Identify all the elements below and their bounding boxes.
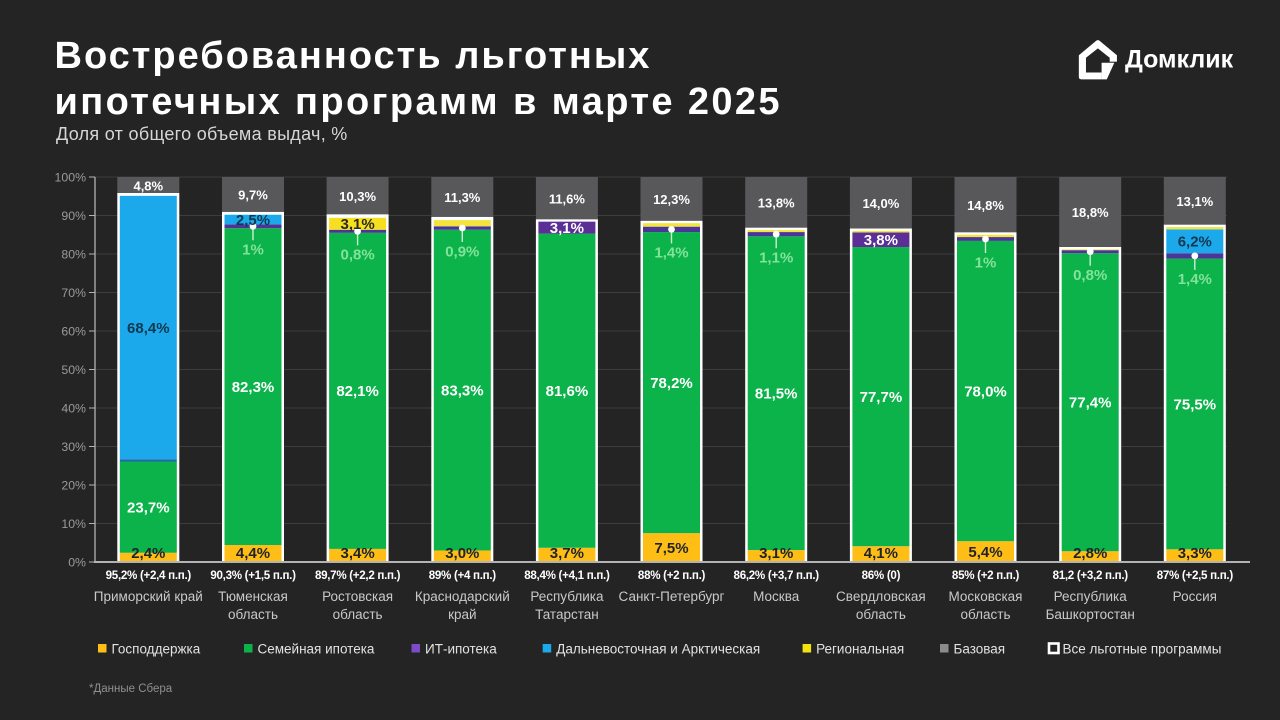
svg-text:75,5%: 75,5% [1174,396,1217,413]
svg-text:88% (+2 п.п.): 88% (+2 п.п.) [638,569,706,582]
svg-text:Республика: Республика [1054,589,1128,604]
svg-text:4,1%: 4,1% [864,545,898,562]
svg-text:4,4%: 4,4% [236,545,270,562]
svg-text:18,8%: 18,8% [1072,205,1109,220]
svg-text:Татарстан: Татарстан [535,607,599,622]
svg-text:край: край [448,607,476,622]
svg-text:81,6%: 81,6% [546,383,589,400]
svg-text:86% (0): 86% (0) [862,569,901,582]
svg-text:23,7%: 23,7% [127,499,170,516]
svg-text:13,8%: 13,8% [758,196,795,211]
svg-text:81,5%: 81,5% [755,386,798,403]
svg-text:1,1%: 1,1% [759,250,793,267]
svg-text:11,6%: 11,6% [549,191,586,206]
svg-text:89,7% (+2,2 п.п.): 89,7% (+2,2 п.п.) [315,569,401,582]
svg-text:2,4%: 2,4% [131,545,165,562]
svg-text:Базовая: Базовая [954,642,1006,657]
svg-text:89% (+4 п.п.): 89% (+4 п.п.) [429,569,497,582]
svg-text:87% (+2,5 п.п.): 87% (+2,5 п.п.) [1157,569,1234,582]
svg-text:3,7%: 3,7% [550,545,584,562]
svg-text:область: область [856,607,906,622]
svg-text:Ростовская: Ростовская [322,589,393,604]
svg-text:9,7%: 9,7% [238,188,268,203]
svg-text:78,2%: 78,2% [650,375,693,392]
svg-text:77,4%: 77,4% [1069,395,1112,412]
svg-text:Семейная ипотека: Семейная ипотека [258,642,375,657]
svg-text:Россия: Россия [1173,589,1217,604]
svg-text:12,3%: 12,3% [653,192,690,207]
svg-text:3,1%: 3,1% [759,545,793,562]
svg-text:3,1%: 3,1% [550,220,584,237]
svg-text:0%: 0% [68,556,86,570]
svg-text:2,8%: 2,8% [1073,545,1107,562]
svg-text:3,1%: 3,1% [340,216,374,233]
svg-text:ипотечных программ в марте 202: ипотечных программ в марте 2025 [55,81,782,123]
svg-text:Региональная: Региональная [816,642,904,657]
svg-text:Тюменская: Тюменская [218,589,288,604]
svg-text:14,0%: 14,0% [862,196,899,211]
svg-text:5,4%: 5,4% [968,544,1002,561]
svg-text:14,8%: 14,8% [967,198,1004,213]
svg-text:0,9%: 0,9% [445,243,479,260]
svg-text:20%: 20% [61,479,86,493]
svg-text:3,4%: 3,4% [340,545,374,562]
svg-text:Востребованность льготных: Востребованность льготных [55,35,652,77]
svg-text:Домклик: Домклик [1125,46,1234,74]
svg-text:3,3%: 3,3% [1178,545,1212,562]
svg-text:1%: 1% [242,242,264,259]
svg-text:80%: 80% [61,248,86,262]
svg-text:68,4%: 68,4% [127,320,170,337]
svg-text:82,1%: 82,1% [336,383,379,400]
svg-text:область: область [333,607,383,622]
svg-text:ИТ-ипотека: ИТ-ипотека [425,642,497,657]
svg-text:77,7%: 77,7% [860,389,903,406]
svg-text:область: область [228,607,278,622]
svg-text:82,3%: 82,3% [232,379,275,396]
svg-text:*Данные Сбера: *Данные Сбера [89,683,173,695]
svg-text:4,8%: 4,8% [133,178,163,193]
svg-text:1,4%: 1,4% [654,245,688,262]
svg-text:90%: 90% [61,209,86,223]
svg-text:10,3%: 10,3% [339,189,376,204]
svg-text:0,8%: 0,8% [1073,267,1107,284]
svg-text:60%: 60% [61,325,86,339]
svg-text:6,2%: 6,2% [1178,234,1212,251]
svg-text:Господдержка: Господдержка [112,642,201,657]
svg-text:Республика: Республика [530,589,604,604]
svg-text:Санкт-Петербург: Санкт-Петербург [619,589,725,604]
svg-text:1%: 1% [975,254,997,271]
svg-text:50%: 50% [61,363,86,377]
svg-text:Краснодарский: Краснодарский [415,589,510,604]
svg-text:Свердловская: Свердловская [836,589,926,604]
svg-text:10%: 10% [61,517,86,531]
svg-text:Приморский край: Приморский край [94,589,203,604]
svg-text:70%: 70% [61,286,86,300]
svg-text:95,2% (+2,4 п.п.): 95,2% (+2,4 п.п.) [106,569,192,582]
svg-text:Все льготные программы: Все льготные программы [1063,642,1222,657]
svg-text:40%: 40% [61,402,86,416]
svg-text:13,1%: 13,1% [1176,194,1213,209]
svg-text:1,4%: 1,4% [1178,271,1212,288]
svg-text:100%: 100% [55,171,87,185]
svg-text:3,0%: 3,0% [445,545,479,562]
svg-text:2,5%: 2,5% [236,212,270,229]
svg-text:11,3%: 11,3% [444,190,481,205]
svg-text:7,5%: 7,5% [654,540,688,557]
svg-text:Дальневосточная и Арктическая: Дальневосточная и Арктическая [556,642,760,657]
svg-text:область: область [961,607,1011,622]
svg-text:Доля от общего объема выдач, %: Доля от общего объема выдач, % [56,124,348,144]
svg-text:88,4% (+4,1 п.п.): 88,4% (+4,1 п.п.) [524,569,610,582]
svg-text:90,3% (+1,5 п.п.): 90,3% (+1,5 п.п.) [210,569,296,582]
svg-text:81,2 (+3,2 п.п.): 81,2 (+3,2 п.п.) [1053,569,1129,582]
svg-text:0,8%: 0,8% [340,247,374,264]
svg-text:78,0%: 78,0% [964,383,1007,400]
svg-text:83,3%: 83,3% [441,382,484,399]
svg-text:Башкортостан: Башкортостан [1046,607,1135,622]
svg-text:Москва: Москва [753,589,800,604]
svg-text:Московская: Московская [948,589,1022,604]
svg-text:30%: 30% [61,440,86,454]
svg-text:86,2% (+3,7 п.п.): 86,2% (+3,7 п.п.) [734,569,820,582]
svg-text:3,8%: 3,8% [864,232,898,249]
svg-text:85% (+2 п.п.): 85% (+2 п.п.) [952,569,1020,582]
